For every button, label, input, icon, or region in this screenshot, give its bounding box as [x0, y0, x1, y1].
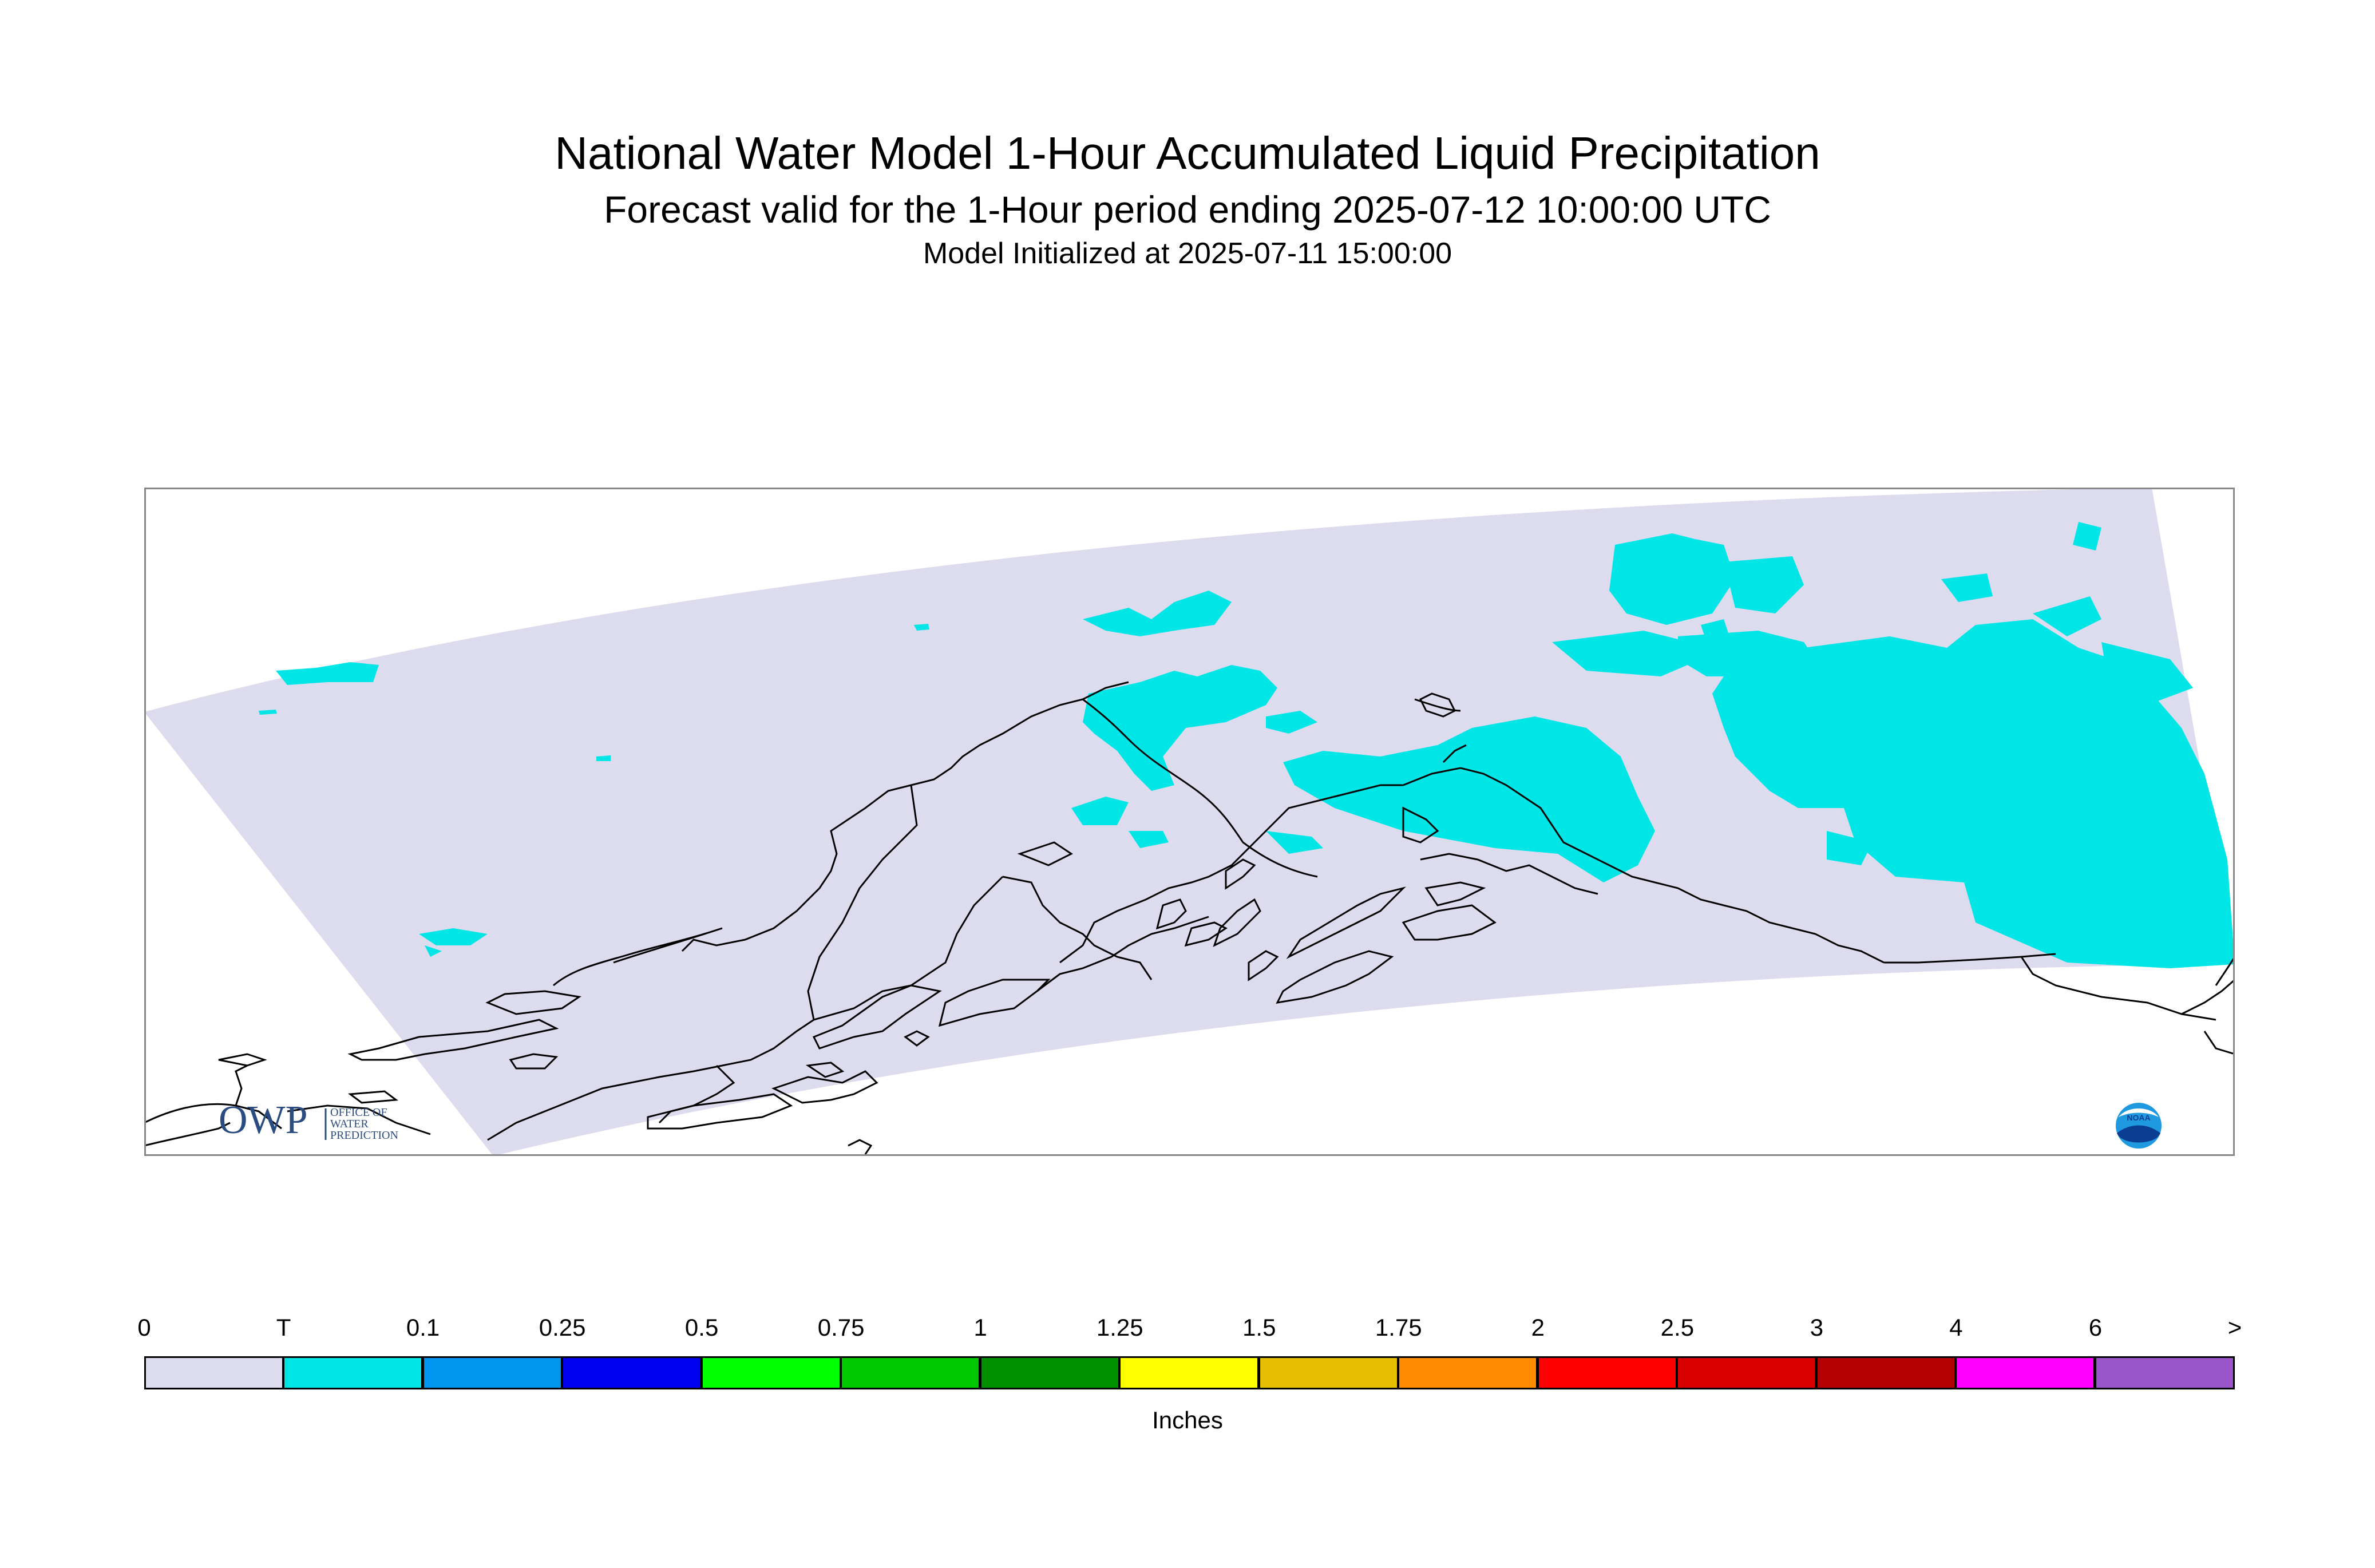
map-frame — [144, 488, 2235, 1156]
legend-units: Inches — [1152, 1407, 1223, 1434]
legend-swatch — [700, 1356, 841, 1389]
coastline — [144, 681, 2235, 1155]
legend-tick-label: 1.5 — [1242, 1314, 1276, 1341]
legend-tick-label: 4 — [1949, 1314, 1963, 1341]
owp-logo-line-1: OFFICE OF — [330, 1106, 387, 1119]
legend-swatch — [561, 1356, 702, 1389]
legend-tick-label: 0.25 — [539, 1314, 586, 1341]
legend-swatch — [144, 1356, 284, 1389]
legend-swatch — [1258, 1356, 1399, 1389]
legend-swatch — [283, 1356, 423, 1389]
model-init-line: Model Initialized at 2025-07-11 15:00:00 — [923, 237, 1452, 270]
legend-tick-label: 0.5 — [684, 1314, 719, 1341]
precipitation-map: OWP OFFICE OF WATER PREDICTION NOAA — [144, 488, 2235, 1156]
legend-tick-label: 0.1 — [406, 1314, 440, 1341]
legend-swatch — [1537, 1356, 1677, 1389]
legend-tick-label: 1.25 — [1096, 1314, 1143, 1341]
legend-swatch — [1955, 1356, 2096, 1389]
legend-swatch — [979, 1356, 1120, 1389]
owp-logo-line-3: PREDICTION — [330, 1129, 398, 1142]
legend-tick-label: 1.75 — [1375, 1314, 1422, 1341]
legend-swatch — [1398, 1356, 1538, 1389]
legend-tick-label: 0 — [137, 1314, 151, 1341]
owp-logo-mark: OWP — [219, 1098, 308, 1142]
owp-logo: OWP OFFICE OF WATER PREDICTION — [219, 1098, 398, 1142]
legend-swatch — [1119, 1356, 1260, 1389]
legend-tick-label: > — [2227, 1314, 2242, 1341]
noaa-logo-text: NOAA — [2127, 1113, 2150, 1122]
legend-tick-label: T — [276, 1314, 291, 1341]
legend-tick-label: 3 — [1810, 1314, 1824, 1341]
legend-swatch — [840, 1356, 981, 1389]
legend-swatch — [1676, 1356, 1817, 1389]
noaa-logo: NOAA — [2116, 1103, 2162, 1149]
forecast-valid-subtitle: Forecast valid for the 1-Hour period end… — [604, 188, 1771, 231]
legend-tick-label: 6 — [2088, 1314, 2103, 1341]
legend-swatch — [1815, 1356, 1956, 1389]
map-title: National Water Model 1-Hour Accumulated … — [555, 128, 1820, 179]
legend-tick-label: 0.75 — [817, 1314, 865, 1341]
owp-logo-line-2: WATER — [330, 1118, 369, 1130]
legend-tick-label: 2 — [1531, 1314, 1545, 1341]
legend-tick-label: 2.5 — [1660, 1314, 1695, 1341]
legend-swatch — [2094, 1356, 2235, 1389]
legend-tick-label: 1 — [973, 1314, 987, 1341]
legend-swatch — [422, 1356, 563, 1389]
